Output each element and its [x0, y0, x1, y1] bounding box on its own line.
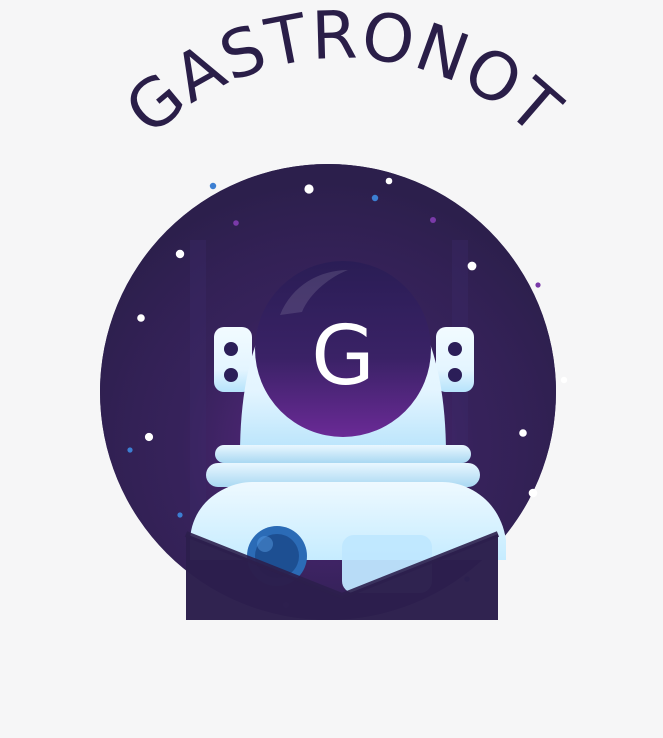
astronaut-helmet-icon: G [190, 261, 506, 593]
brand-arc-title: GASTRONOT [111, 0, 575, 150]
brand-name-path: GASTRONOT [111, 0, 574, 150]
badge-notch [184, 531, 500, 620]
brand-name: GASTRONOT [111, 0, 575, 150]
helmet-letter: G [311, 309, 375, 404]
